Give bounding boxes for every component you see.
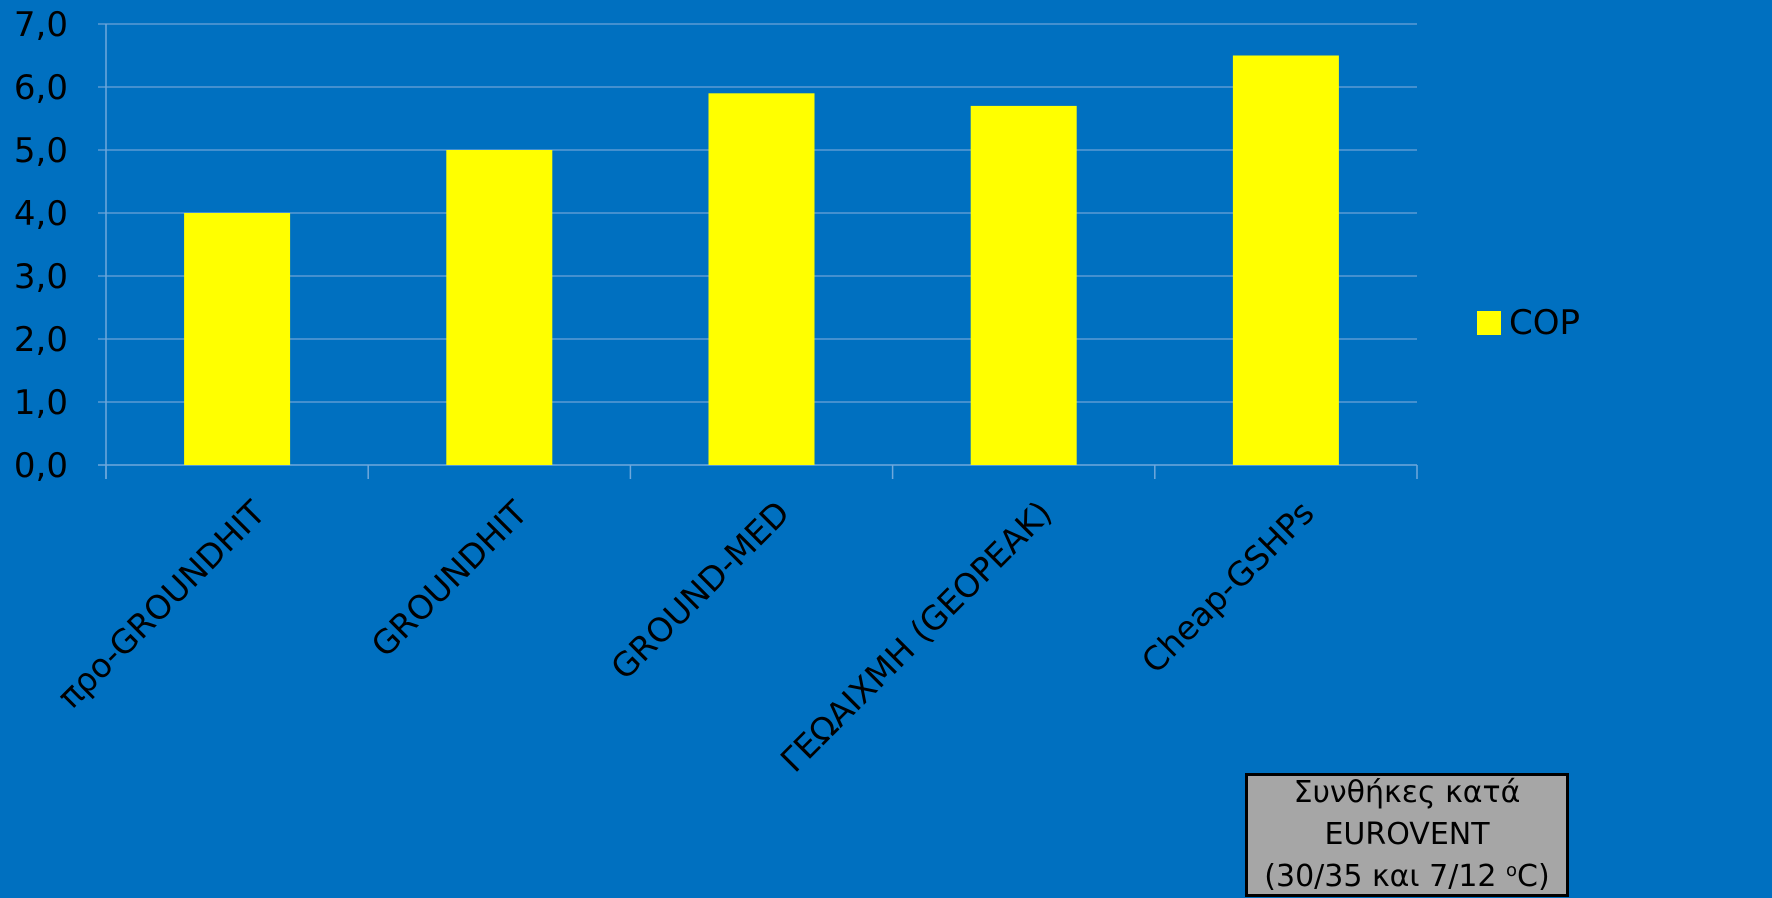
legend-label: COP bbox=[1509, 303, 1581, 343]
y-tick-label: 1,0 bbox=[14, 383, 68, 423]
note-line-2-superscript: o bbox=[1506, 860, 1518, 881]
bar bbox=[970, 105, 1077, 466]
bar bbox=[1232, 55, 1339, 465]
y-tick-label: 3,0 bbox=[14, 257, 68, 297]
x-category-label: προ-GROUNDHIT bbox=[50, 492, 274, 716]
x-category-label: Cheap-GSHPs bbox=[1134, 493, 1322, 681]
y-tick-label: 6,0 bbox=[14, 68, 68, 108]
note-line-2-prefix: (30/35 και 7/12 bbox=[1264, 859, 1507, 894]
y-tick-label: 0,0 bbox=[14, 446, 68, 486]
y-tick-label: 7,0 bbox=[14, 5, 68, 45]
bar bbox=[446, 150, 553, 465]
bar bbox=[708, 93, 815, 466]
x-category-label: ΓΕΩΑΙΧΜΗ (GEOPEAK) bbox=[773, 493, 1060, 780]
note-line-1: Συνθήκες κατά EUROVENT bbox=[1293, 775, 1521, 852]
y-tick-label: 5,0 bbox=[14, 131, 68, 171]
x-category-label: GROUNDHIT bbox=[364, 492, 536, 664]
note-line-2: (30/35 και 7/12 oC) bbox=[1264, 856, 1549, 898]
bar bbox=[184, 213, 291, 465]
y-tick-label: 2,0 bbox=[14, 320, 68, 360]
note-line-2-suffix: C) bbox=[1517, 859, 1550, 894]
y-tick-label: 4,0 bbox=[14, 194, 68, 234]
x-category-label: GROUND-MED bbox=[603, 493, 797, 687]
legend-swatch bbox=[1477, 311, 1501, 335]
legend: COP bbox=[1477, 303, 1580, 343]
conditions-note: Συνθήκες κατά EUROVENT (30/35 και 7/12 o… bbox=[1245, 773, 1569, 897]
